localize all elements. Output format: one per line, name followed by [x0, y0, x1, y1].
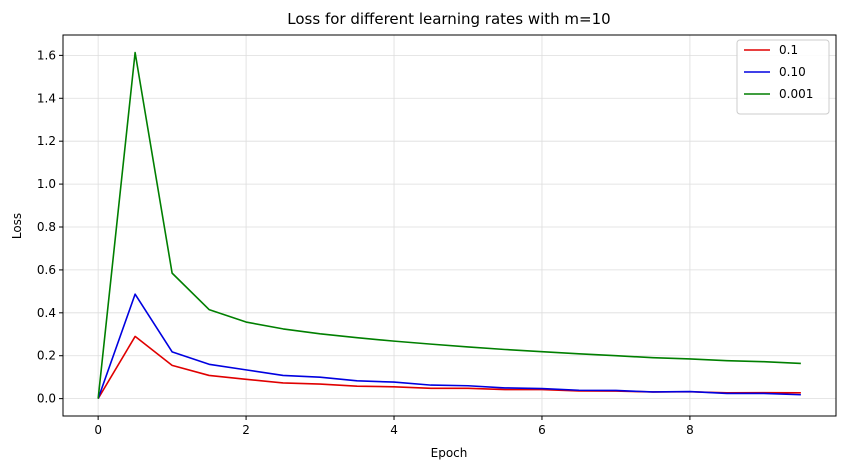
legend-label: 0.1 [779, 43, 798, 57]
x-tick-label: 2 [242, 423, 250, 437]
y-tick-label: 0.2 [37, 349, 56, 363]
y-tick-label: 1.0 [37, 177, 56, 191]
x-tick-label: 0 [94, 423, 102, 437]
legend: 0.1 0.10 0.001 [736, 39, 830, 115]
x-axis-ticks: 0 2 4 6 8 [94, 416, 694, 437]
grid [63, 35, 836, 416]
y-tick-label: 0.6 [37, 263, 56, 277]
legend-label: 0.10 [779, 65, 806, 79]
y-axis-ticks: 0.0 0.2 0.4 0.6 0.8 1.0 1.2 1.4 1.6 [37, 48, 63, 406]
legend-label: 0.001 [779, 87, 813, 101]
plot-frame [62, 34, 837, 417]
y-tick-label: 1.6 [37, 48, 56, 62]
x-tick-label: 8 [686, 423, 694, 437]
legend-box [736, 39, 830, 115]
series-layer [97, 51, 801, 400]
y-tick-label: 0.8 [37, 220, 56, 234]
y-tick-label: 0.4 [37, 306, 56, 320]
chart-title: Loss for different learning rates with m… [287, 10, 610, 28]
x-axis-label: Epoch [431, 446, 468, 460]
y-tick-label: 1.4 [37, 91, 56, 105]
series-line-2 [97, 51, 801, 399]
x-tick-label: 6 [538, 423, 546, 437]
y-tick-label: 1.2 [37, 134, 56, 148]
y-axis-label: Loss [10, 213, 24, 239]
series-line-1 [97, 293, 801, 399]
x-tick-label: 4 [390, 423, 398, 437]
y-tick-label: 0.0 [37, 392, 56, 406]
